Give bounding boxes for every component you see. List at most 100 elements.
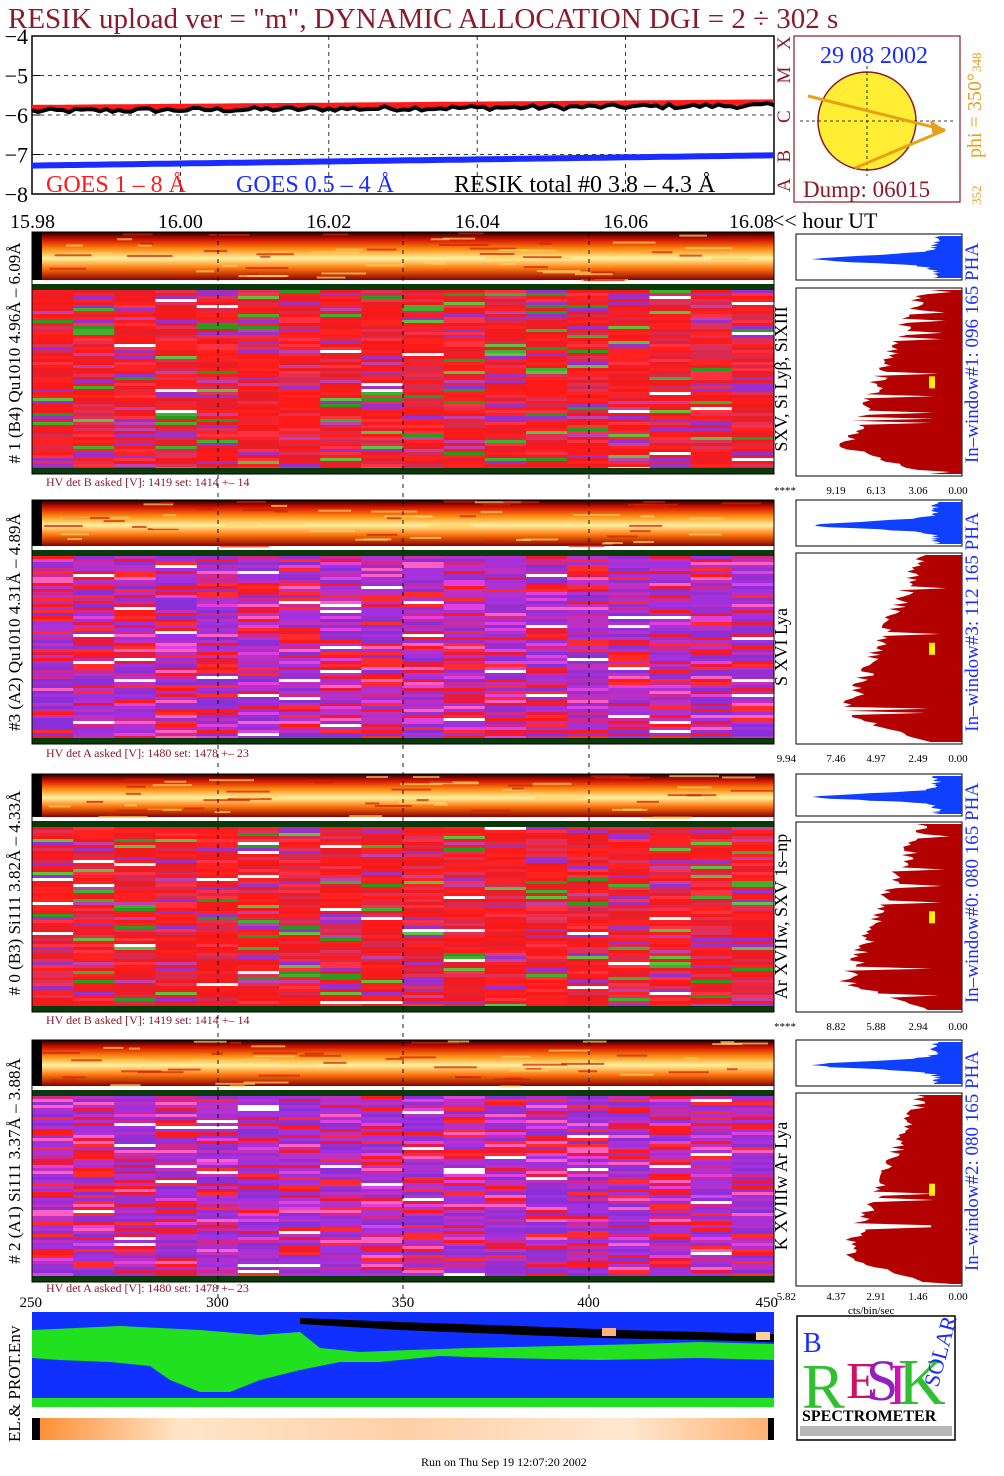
heatmap-cell [155,917,198,921]
heatmap-cell [237,688,280,692]
heatmap-cell [649,842,692,846]
heatmap-cell [484,571,527,575]
heatmap-cell [484,589,527,593]
heatmap-cell [649,595,692,599]
heatmap-cell [443,706,486,710]
heatmap-cell [731,854,774,858]
heatmap-cell [114,691,157,695]
heatmap-cell [649,992,692,996]
heatmap-cell [567,1240,609,1244]
heatmap-cell [690,1201,733,1205]
heatmap-cell [361,643,404,647]
heatmap-cell [731,1111,774,1115]
heatmap-cell [526,1258,568,1262]
heatmap-cell [279,1150,321,1154]
heatmap-cell [649,1267,692,1271]
heatmap-cell [443,434,486,438]
heatmap-cell [731,377,774,381]
heatmap-cell [649,607,692,611]
heatmap-cell [73,881,115,885]
heatmap-cell [402,362,445,366]
heatmap-cell [73,995,115,999]
heatmap-cell [567,896,609,900]
heatmap-cell [649,664,692,668]
heatmap-cell [731,1234,774,1238]
heatmap-cell [155,437,198,441]
heatmap-cell [526,410,568,414]
heatmap-cell [608,344,651,348]
heatmap-cell [526,854,568,858]
heatmap-cell [731,425,774,429]
heatmap-cell [526,1117,568,1121]
heatmap-cell [690,380,733,384]
heatmap-cell [649,1099,692,1103]
heatmap-cell [608,1177,651,1181]
heatmap-cell [402,652,445,656]
heatmap-cell [690,1174,733,1178]
heatmap-cell [32,998,74,1002]
heatmap-cell [279,860,321,864]
heatmap-cell [484,857,527,861]
heatmap-cell [114,700,157,704]
heatmap-cell [320,1189,362,1193]
heatmap-cell [567,691,609,695]
heatmap-cell [731,992,774,996]
heatmap-cell [484,350,527,354]
heatmap-cell [649,712,692,716]
heatmap-cell [279,1123,321,1127]
heatmap-cell [690,878,733,882]
heatmap-cell [443,607,486,611]
heatmap-cell [279,317,321,321]
heatmap-cell [32,902,74,906]
heatmap-cell [567,389,609,393]
heatmap-cell [608,727,651,731]
heatmap-cell [279,371,321,375]
heatmap-cell [361,718,404,722]
heatmap-cell [320,836,362,840]
goes-class-letter: M [774,67,795,84]
heatmap-cell [155,983,198,987]
heatmap-cell [526,980,568,984]
heatmap-cell [690,1144,733,1148]
heatmap-cell [196,616,239,620]
heatmap-cell [73,326,115,330]
heatmap-cell [484,652,527,656]
heatmap-cell [279,461,321,465]
heatmap-cell [73,872,115,876]
heatmap-cell [567,1267,609,1271]
heatmap-cell [73,1183,115,1187]
heatmap-cell [361,971,404,975]
heatmap-cell [155,622,198,626]
heatmap-cell [443,664,486,668]
heatmap-cell [361,428,404,432]
heatmap-cell [237,428,280,432]
heatmap-cell [608,625,651,629]
heatmap-cell [279,1261,321,1265]
heatmap-cell [279,368,321,372]
heatmap-cell [443,422,486,426]
heatmap-cell [567,869,609,873]
heatmap-cell [526,1249,568,1253]
heatmap-cell [361,827,404,831]
heatmap-cell [237,860,280,864]
heatmap-cell [73,661,115,665]
heatmap-cell [155,562,198,566]
heatmap-cell [443,374,486,378]
heatmap-cell [690,356,733,360]
panel-hv-text: HV det B asked [V]: 1419 set: 1414 +– 14 [46,1013,250,1027]
heatmap-cell [155,1204,198,1208]
heatmap-cell [402,1204,445,1208]
heatmap-cell [731,1216,774,1220]
heatmap-cell [73,371,115,375]
heatmap-cell [608,893,651,897]
heatmap-cell [155,685,198,689]
header-texture [439,243,489,246]
heatmap-cell [690,574,733,578]
heatmap-cell [649,685,692,689]
heatmap-cell [690,302,733,306]
heatmap-cell [402,311,445,315]
heatmap-cell [484,1204,527,1208]
heatmap-cell [443,290,486,294]
heatmap-cell [443,1171,486,1175]
heatmap-cell [731,893,774,897]
